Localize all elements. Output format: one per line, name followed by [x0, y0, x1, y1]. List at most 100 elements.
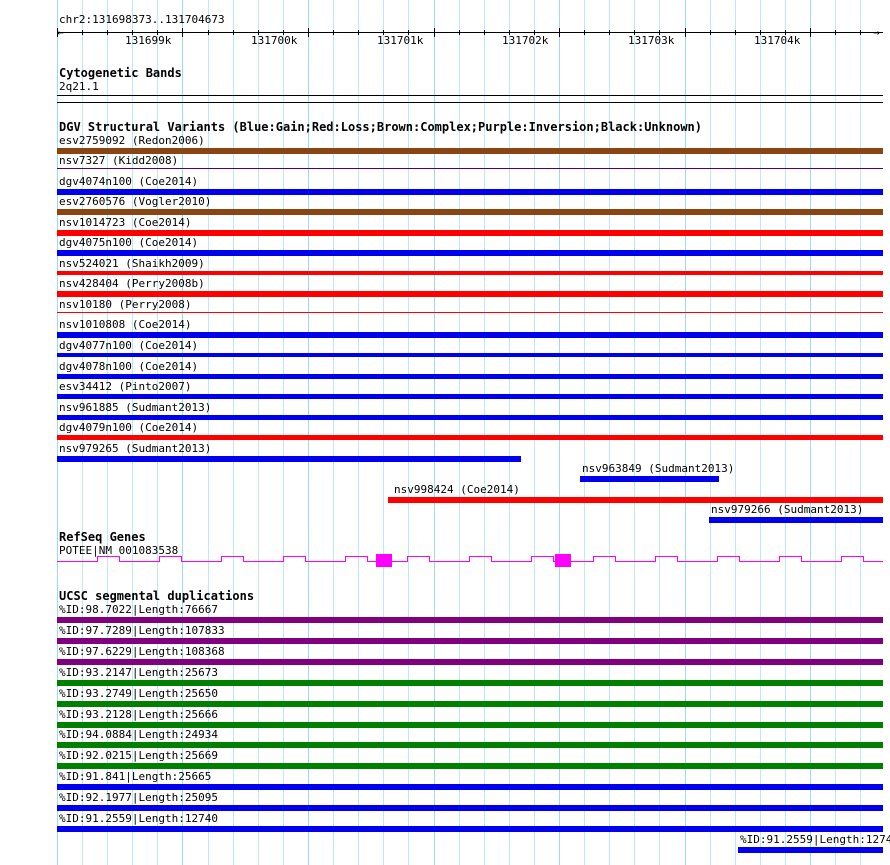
dgv-variant-bar[interactable] [57, 456, 521, 462]
gene-intron-riser [159, 556, 160, 562]
segdup-track-label[interactable]: %ID:93.2128|Length:25666 [59, 708, 218, 721]
segdup-track-label[interactable]: %ID:92.0215|Length:25669 [59, 749, 218, 762]
gridline [57, 0, 58, 865]
segdup-bar[interactable] [57, 680, 883, 686]
segdup-bar[interactable] [57, 805, 883, 811]
dgv-variant-bar[interactable] [57, 148, 883, 154]
gene-intron-riser [531, 556, 532, 562]
gene-intron-segment [593, 556, 615, 557]
dgv-variant-bar[interactable] [57, 291, 883, 297]
dgv-variant-bar[interactable] [580, 476, 719, 482]
segdup-bar[interactable] [57, 617, 883, 623]
dgv-track-label[interactable]: nsv961885 (Sudmant2013) [59, 401, 212, 414]
gene-intron-riser [305, 556, 306, 562]
dgv-track-label[interactable]: nsv10180 (Perry2008) [59, 298, 192, 311]
segdup-bar[interactable] [57, 722, 883, 728]
segdup-track-label[interactable]: %ID:97.6229|Length:108368 [59, 645, 225, 658]
ruler-tick-label: 131703k [628, 34, 675, 47]
segdup-bar[interactable] [57, 638, 883, 644]
gridline [760, 0, 761, 865]
dgv-track-label[interactable]: nsv1010808 (Coe2014) [59, 318, 192, 331]
ruler-tick [710, 30, 711, 35]
gene-intron-segment [801, 561, 841, 562]
gene-intron-riser [739, 556, 740, 562]
dgv-track-label[interactable]: nsv428404 (Perry2008b) [59, 277, 205, 290]
dgv-variant-bar[interactable] [57, 332, 883, 338]
dgv-track-label[interactable]: dgv4077n100 (Coe2014) [59, 339, 199, 352]
dgv-track-label[interactable]: esv2759092 (Redon2006) [59, 134, 205, 147]
segdup-track-label[interactable]: %ID:97.7289|Length:107833 [59, 624, 225, 637]
gene-intron-riser [469, 556, 470, 562]
dgv-variant-bar[interactable] [57, 415, 883, 420]
dgv-track-label[interactable]: dgv4074n100 (Coe2014) [59, 175, 199, 188]
ruler-tick [459, 30, 460, 35]
cytogenetic-section-divider [57, 102, 883, 103]
gene-intron-segment [345, 556, 367, 557]
dgv-variant-bar[interactable] [57, 435, 883, 440]
segdup-bar[interactable] [738, 847, 883, 853]
segdup-track-label[interactable]: %ID:91.2559|Length:12740 [59, 812, 218, 825]
segdup-track-label[interactable]: %ID:94.0884|Length:24934 [59, 728, 218, 741]
dgv-variant-bar[interactable] [57, 250, 883, 256]
dgv-track-label[interactable]: nsv7327 (Kidd2008) [59, 154, 179, 167]
segdup-bar[interactable] [57, 701, 883, 707]
ruler-tick [258, 30, 259, 35]
gene-intron-riser [717, 556, 718, 562]
gene-intron-segment [57, 561, 97, 562]
dgv-track-label[interactable]: nsv963849 (Sudmant2013) [582, 462, 735, 475]
dgv-track-label[interactable]: nsv979266 (Sudmant2013) [711, 503, 864, 516]
ruler-left-arrow-icon: ← [57, 26, 64, 39]
dgv-variant-bar[interactable] [57, 271, 883, 275]
dgv-variant-bar[interactable] [57, 189, 883, 195]
segdup-bar[interactable] [57, 826, 883, 832]
ruler-tick [835, 30, 836, 35]
segdup-track-label[interactable]: %ID:92.1977|Length:25095 [59, 791, 218, 804]
gene-intron-segment [531, 556, 553, 557]
gene-intron-segment [407, 556, 429, 557]
refseq-gene-model[interactable] [57, 548, 883, 570]
gridline [835, 0, 836, 865]
dgv-variant-bar[interactable] [709, 517, 883, 523]
ruler-tick [534, 30, 535, 35]
gridline [860, 0, 861, 865]
gene-intron-segment [677, 561, 717, 562]
ruler-tick [283, 30, 284, 35]
dgv-variant-bar[interactable] [57, 312, 883, 313]
dgv-track-label[interactable]: nsv998424 (Coe2014) [394, 483, 520, 496]
segdup-track-label[interactable]: %ID:91.2559|Length:12740 [740, 833, 890, 846]
dgv-variant-bar[interactable] [57, 209, 883, 215]
dgv-variant-bar[interactable] [57, 168, 883, 169]
dgv-track-label[interactable]: nsv979265 (Sudmant2013) [59, 442, 212, 455]
ruler-tick [434, 28, 435, 37]
dgv-track-label[interactable]: dgv4078n100 (Coe2014) [59, 360, 199, 373]
dgv-track-label[interactable]: esv2760576 (Vogler2010) [59, 195, 212, 208]
segdup-track-label[interactable]: %ID:93.2147|Length:25673 [59, 666, 218, 679]
ruler-tick [659, 30, 660, 35]
segdup-bar[interactable] [57, 784, 883, 790]
ruler-tick [484, 30, 485, 35]
segdup-track-label[interactable]: %ID:91.841|Length:25665 [59, 770, 212, 783]
dgv-variant-bar[interactable] [57, 374, 883, 379]
segdup-bar[interactable] [57, 742, 883, 748]
gene-intron-riser [243, 556, 244, 562]
dgv-track-label[interactable]: dgv4075n100 (Coe2014) [59, 236, 199, 249]
dgv-variant-bar[interactable] [57, 394, 883, 399]
ruler-tick [760, 30, 761, 35]
dgv-track-label[interactable]: esv34412 (Pinto2007) [59, 380, 192, 393]
segdup-bar[interactable] [57, 659, 883, 665]
gene-exon-block[interactable] [555, 554, 571, 567]
ruler-tick [383, 30, 384, 35]
dgv-track-label[interactable]: nsv524021 (Shaikh2009) [59, 257, 205, 270]
gene-intron-segment [469, 556, 491, 557]
dgv-variant-bar[interactable] [57, 353, 883, 357]
segdup-bar[interactable] [57, 763, 883, 769]
gene-intron-riser [181, 556, 182, 562]
dgv-track-label[interactable]: dgv4079n100 (Coe2014) [59, 421, 199, 434]
gene-exon-block[interactable] [376, 554, 392, 567]
dgv-variant-bar[interactable] [388, 497, 883, 503]
ruler-right-arrow-icon: → [873, 26, 880, 39]
dgv-variant-bar[interactable] [57, 230, 883, 236]
segdup-track-label[interactable]: %ID:93.2749|Length:25650 [59, 687, 218, 700]
dgv-track-label[interactable]: nsv1014723 (Coe2014) [59, 216, 192, 229]
segdup-track-label[interactable]: %ID:98.7022|Length:76667 [59, 603, 218, 616]
